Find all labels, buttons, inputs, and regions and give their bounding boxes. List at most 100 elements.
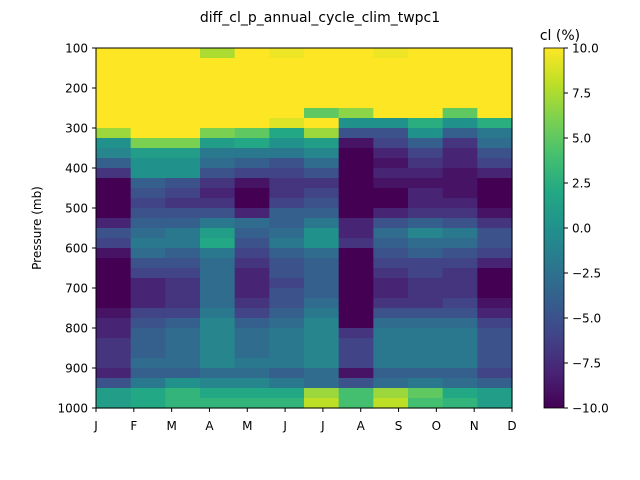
- heatmap-cell: [200, 348, 236, 359]
- heatmap-cell: [165, 338, 201, 349]
- heatmap-cell: [130, 388, 166, 399]
- y-tick-label: 300: [65, 122, 88, 136]
- heatmap-cell: [304, 338, 340, 349]
- heatmap-cell: [304, 268, 340, 279]
- heatmap-cell: [130, 368, 166, 379]
- heatmap-cell: [304, 328, 340, 339]
- heatmap-cell: [96, 388, 132, 399]
- heatmap-cell: [234, 168, 270, 179]
- heatmap-cell: [130, 218, 166, 229]
- heatmap-cell: [338, 128, 374, 139]
- heatmap-cell: [130, 138, 166, 149]
- heatmap-cell: [269, 208, 305, 219]
- heatmap-cell: [373, 238, 409, 249]
- heatmap-cell: [304, 348, 340, 359]
- heatmap-cell: [130, 68, 166, 79]
- heatmap-cell: [234, 148, 270, 159]
- heatmap-cell: [200, 388, 236, 399]
- heatmap-cell: [338, 328, 374, 339]
- heatmap-cell: [165, 98, 201, 109]
- heatmap-cell: [338, 268, 374, 279]
- heatmap-cell: [338, 218, 374, 229]
- heatmap-cell: [200, 288, 236, 299]
- colorbar-tick-label: 7.5: [572, 87, 591, 101]
- heatmap-cell: [200, 278, 236, 289]
- heatmap-cell: [96, 378, 132, 389]
- heatmap-cell: [130, 308, 166, 319]
- heatmap-cell: [200, 138, 236, 149]
- heatmap-cell: [96, 338, 132, 349]
- heatmap-cell: [373, 208, 409, 219]
- heatmap-cell: [373, 398, 409, 409]
- heatmap-cell: [304, 148, 340, 159]
- heatmap-cell: [200, 208, 236, 219]
- heatmap-cell: [408, 198, 444, 209]
- heatmap-cell: [338, 248, 374, 259]
- colorbar-label: cl (%): [540, 28, 580, 44]
- heatmap-cell: [338, 308, 374, 319]
- heatmap-cell: [373, 278, 409, 289]
- heatmap-cell: [373, 388, 409, 399]
- heatmap-cell: [96, 228, 132, 239]
- heatmap-cell: [165, 128, 201, 139]
- heatmap-cell: [373, 298, 409, 309]
- heatmap-cell: [200, 398, 236, 409]
- heatmap-cell: [200, 168, 236, 179]
- heatmap-cell: [234, 78, 270, 89]
- heatmap-cell: [442, 88, 478, 99]
- heatmap-cell: [269, 158, 305, 169]
- heatmap-cell: [234, 48, 270, 59]
- heatmap-cell: [269, 218, 305, 229]
- heatmap-cell: [338, 188, 374, 199]
- heatmap-cell: [338, 378, 374, 389]
- heatmap-cell: [442, 218, 478, 229]
- heatmap-cell: [165, 198, 201, 209]
- heatmap-cell: [477, 168, 513, 179]
- heatmap-cell: [269, 308, 305, 319]
- heatmap-cell: [269, 388, 305, 399]
- heatmap-cell: [234, 248, 270, 259]
- heatmap-cell: [338, 348, 374, 359]
- heatmap-cell: [200, 158, 236, 169]
- heatmap-cell: [442, 198, 478, 209]
- heatmap-cell: [338, 148, 374, 159]
- heatmap-cell: [304, 198, 340, 209]
- heatmap-cell: [408, 98, 444, 109]
- heatmap-cell: [165, 158, 201, 169]
- heatmap-cell: [408, 338, 444, 349]
- heatmap-cell: [200, 108, 236, 119]
- chart-title: diff_cl_p_annual_cycle_clim_twpc1: [200, 10, 440, 26]
- heatmap-cell: [373, 78, 409, 89]
- y-tick-label: 200: [65, 82, 88, 96]
- heatmap-cell: [338, 118, 374, 129]
- heatmap-cell: [269, 368, 305, 379]
- heatmap-cell: [269, 358, 305, 369]
- heatmap-cell: [165, 88, 201, 99]
- heatmap-cell: [338, 358, 374, 369]
- colorbar-tick-label: −7.5: [572, 357, 601, 371]
- y-tick-label: 900: [65, 362, 88, 376]
- heatmap-cell: [408, 238, 444, 249]
- heatmap-cell: [477, 188, 513, 199]
- heatmap-cell: [130, 118, 166, 129]
- heatmap-cell: [408, 368, 444, 379]
- heatmap-cell: [477, 48, 513, 59]
- heatmap-cell: [234, 368, 270, 379]
- heatmap-cell: [442, 258, 478, 269]
- heatmap-cell: [96, 238, 132, 249]
- heatmap-cell: [373, 368, 409, 379]
- heatmap-cell: [304, 168, 340, 179]
- colorbar-ticks: 10.0 7.5 5.0 2.5 0.0 −2.5 −5.0 −7.5 −10.0: [564, 42, 609, 416]
- heatmap-cell: [200, 228, 236, 239]
- heatmap-cell: [165, 68, 201, 79]
- heatmap-cell: [165, 318, 201, 329]
- heatmap-cell: [234, 308, 270, 319]
- heatmap-cell: [165, 358, 201, 369]
- heatmap-cell: [442, 288, 478, 299]
- heatmap-cell: [373, 308, 409, 319]
- heatmap-cell: [477, 128, 513, 139]
- heatmap-cell: [442, 378, 478, 389]
- heatmap-cell: [338, 58, 374, 69]
- heatmap-cell: [96, 58, 132, 69]
- heatmap-cell: [130, 318, 166, 329]
